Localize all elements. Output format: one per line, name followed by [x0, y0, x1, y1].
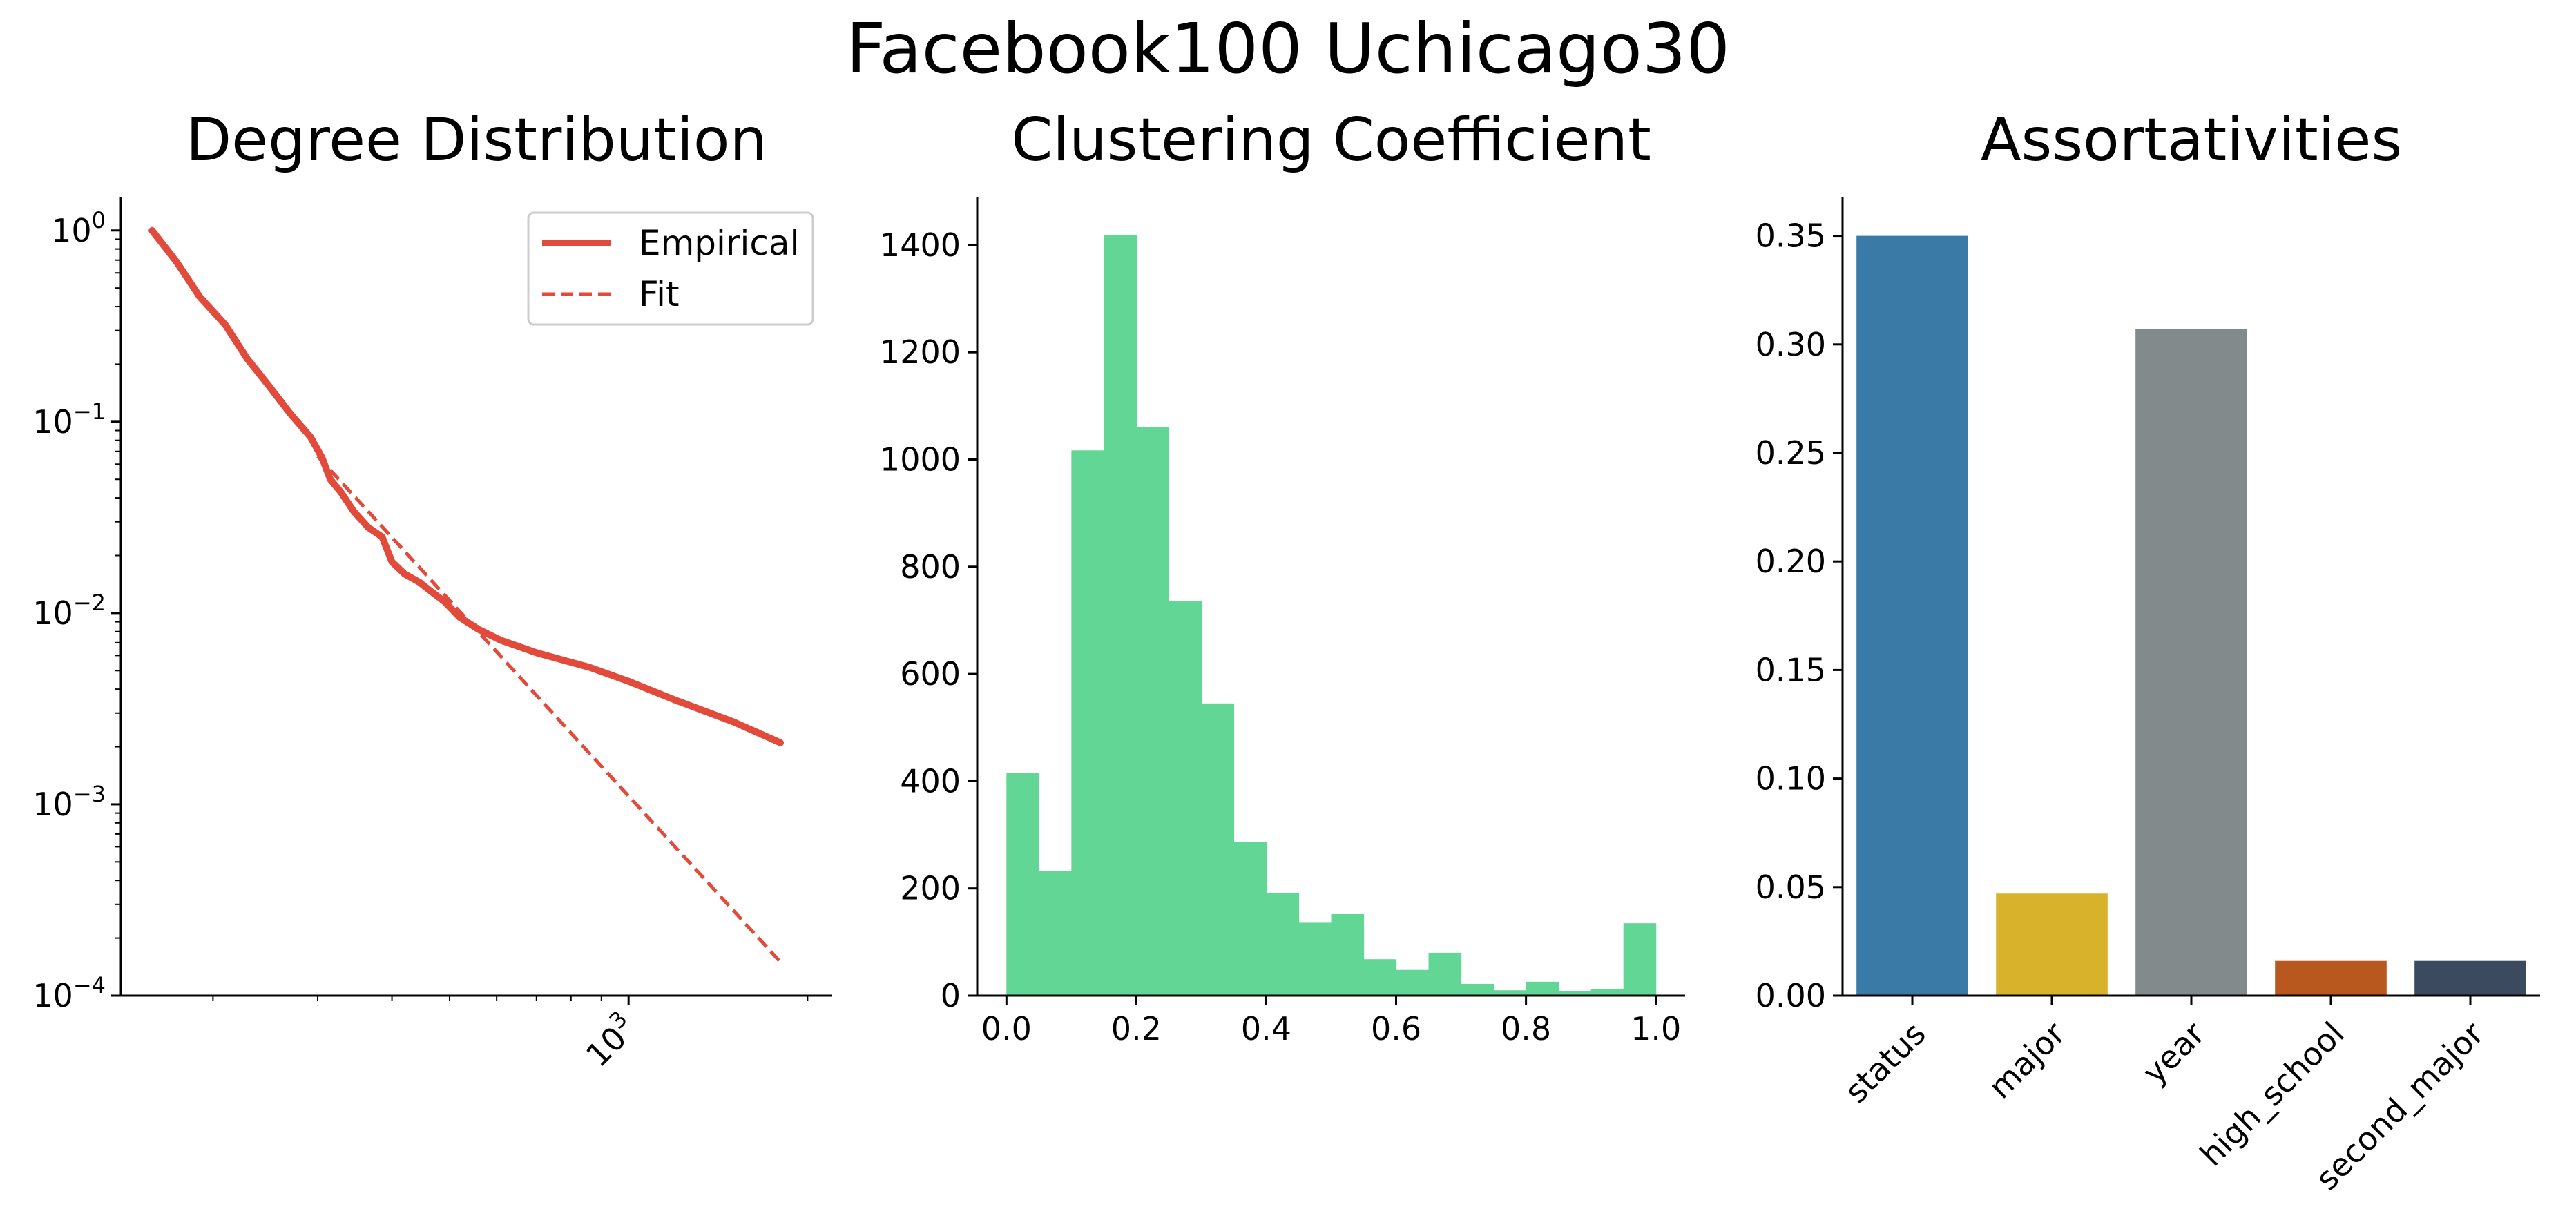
clustering-x-tick-label: 0.8 [1501, 1010, 1551, 1047]
assortativity-y-tick-label: 0.10 [1756, 760, 1826, 797]
assortativity-y-tick-label: 0.35 [1756, 217, 1826, 255]
legend-label-fit: Fit [639, 274, 680, 314]
histogram-bar [1363, 959, 1397, 996]
histogram-bar [1266, 892, 1300, 996]
histogram-bar [1104, 235, 1137, 996]
histogram-bar [1623, 923, 1657, 996]
degree-legend: Empirical Fit [527, 211, 814, 326]
fit-line [316, 455, 782, 963]
histogram-bar [1169, 601, 1202, 996]
assortativities-title: Assortativities [1981, 106, 2403, 175]
clustering-y-tick-label: 1400 [880, 226, 961, 264]
clustering-coefficient-panel: Clustering Coefficient 0 200 400 600 800 1000… [880, 106, 1685, 1047]
assortativity-y-tick-label: 0.25 [1756, 434, 1826, 472]
clustering-y-tick-label: 800 [900, 548, 961, 586]
clustering-y-tick-label: 1000 [880, 441, 961, 478]
bar-major [1996, 893, 2108, 996]
histogram-bar [1331, 913, 1365, 996]
assortativity-x-tick-label: major [1981, 1015, 2073, 1106]
bar-second-major [2414, 960, 2526, 996]
histogram-bar [1526, 981, 1559, 996]
histogram-bar [1461, 983, 1494, 996]
assortativity-y-tick-label: 0.00 [1756, 977, 1826, 1014]
histogram-bar [1298, 922, 1332, 996]
bar-year [2135, 329, 2247, 996]
degree-y-tick-label: 10−1 [32, 398, 106, 441]
histogram-bar [1071, 450, 1104, 996]
histogram-bar [1428, 952, 1462, 996]
clustering-coefficient-title: Clustering Coefficient [1011, 106, 1651, 175]
histogram-bar [1136, 427, 1170, 996]
bar-status [1856, 235, 1968, 996]
degree-x-tick-label: 103 [575, 1006, 644, 1074]
degree-y-tick-label: 100 [51, 207, 106, 249]
assortativity-y-tick-label: 0.05 [1756, 869, 1826, 906]
clustering-x-tick-label: 0.4 [1241, 1010, 1291, 1047]
clustering-y-tick-label: 400 [900, 762, 961, 800]
histogram-bar [1590, 989, 1624, 996]
assortativity-x-tick-label: high_school [2193, 1015, 2352, 1174]
assortativities-panel: Assortativities 0.00 0.05 0.10 0.15 0.20 0.25… [1756, 106, 2540, 1197]
clustering-y-tick-label: 200 [900, 870, 961, 907]
histogram-bar [1493, 990, 1527, 996]
histogram-bar [1396, 969, 1430, 996]
degree-y-tick-label: 10−2 [32, 590, 106, 632]
assortativity-x-tick-label: year [2135, 1015, 2212, 1092]
figure-title: Facebook100 Uchicago30 [846, 8, 1730, 89]
clustering-x-tick-label: 0.0 [981, 1010, 1032, 1047]
clustering-y-tick-label: 0 [941, 977, 961, 1014]
degree-y-tick-label: 10−4 [32, 972, 106, 1014]
legend-label-empirical: Empirical [639, 223, 799, 263]
degree-y-tick-label: 10−3 [32, 781, 106, 823]
histogram-bar [1201, 703, 1235, 996]
clustering-y-tick-label: 600 [900, 655, 961, 693]
histogram-bar [1006, 773, 1039, 996]
degree-distribution-title: Degree Distribution [186, 106, 767, 175]
assortativity-y-tick-label: 0.30 [1756, 326, 1826, 363]
degree-distribution-panel: Degree Distribution 100 10−1 10−2 10−3 10−4 1… [32, 106, 832, 1074]
assortativity-y-tick-label: 0.15 [1756, 651, 1826, 688]
clustering-x-tick-label: 0.6 [1371, 1010, 1421, 1047]
clustering-x-tick-label: 0.2 [1111, 1010, 1162, 1047]
assortativity-y-tick-label: 0.20 [1756, 543, 1826, 580]
empirical-line [148, 226, 784, 746]
bar-high-school [2275, 960, 2387, 996]
assortativity-x-tick-label: status [1838, 1015, 1933, 1110]
histogram-bar [1039, 871, 1072, 996]
clustering-x-tick-label: 1.0 [1631, 1010, 1681, 1047]
histogram-bar [1558, 991, 1592, 996]
clustering-y-tick-label: 1200 [880, 333, 961, 371]
histogram-bar [1233, 842, 1267, 996]
